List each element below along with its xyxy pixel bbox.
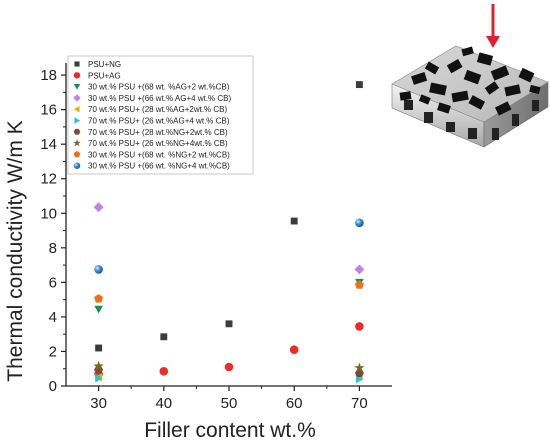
axis-ticks bbox=[61, 74, 360, 391]
legend-marker-psu-ng bbox=[74, 61, 80, 67]
data-point-psu-ag bbox=[224, 362, 234, 372]
heat-flow-arrow-head bbox=[486, 36, 500, 48]
data-point-30-wt-psu-66-wt-ag-4-wt-cb bbox=[354, 264, 365, 275]
legend-label: PSU+AG bbox=[88, 71, 121, 80]
x-tick-label: 70 bbox=[351, 395, 368, 412]
legend-marker-70-wt-psu-28-wt-ng-2wt-cb bbox=[73, 128, 81, 135]
legend-label: 70 wt.% PSU+ (26 wt.%AG+4 wt.% CB) bbox=[88, 117, 230, 126]
data-point-30-wt-psu-68-wt-ng-2-wt-cb bbox=[94, 294, 104, 303]
legend-marker-30-wt-psu-66-wt-ag-4-wt-cb bbox=[73, 94, 81, 102]
data-points bbox=[93, 81, 365, 384]
data-point-30-wt-psu-68-wt-ag-2-wt-cb bbox=[94, 305, 103, 314]
inset-filler-flakes bbox=[399, 46, 541, 140]
legend-box bbox=[67, 55, 254, 175]
legend-label: 30 wt.% PSU +(68 wt. %NG+2 wt.%CB) bbox=[88, 150, 230, 159]
x-tick-label: 40 bbox=[155, 395, 172, 412]
legend-marker-30-wt-psu-66-wt-ng-4-wt-cb bbox=[73, 162, 81, 169]
y-tick-label: 8 bbox=[49, 240, 57, 257]
legend-label: 30 wt.% PSU +(66 wt.% AG+4 wt.% CB) bbox=[88, 94, 232, 103]
legend-marker-30-wt-psu-68-wt-ng-2-wt-cb bbox=[73, 150, 81, 158]
data-point-psu-ag bbox=[289, 345, 299, 355]
x-tick-label: 50 bbox=[221, 395, 238, 412]
x-tick-label: 60 bbox=[286, 395, 303, 412]
legend-label: PSU+NG bbox=[88, 60, 121, 69]
legend-label: 70 wt.% PSU+ (28 wt.%NG+2wt.% CB) bbox=[88, 128, 228, 137]
data-point-psu-ag bbox=[355, 322, 364, 331]
data-point-psu-ng bbox=[290, 217, 298, 225]
y-tick-label: 2 bbox=[49, 343, 57, 360]
y-axis-title: Thermal conductivity W/m K bbox=[4, 120, 27, 381]
legend-marker-30-wt-psu-68-wt-ag-2-wt-cb bbox=[73, 84, 81, 90]
y-tick-label: 18 bbox=[40, 67, 57, 84]
y-tick-label: 4 bbox=[49, 309, 57, 326]
data-point-30-wt-psu-66-wt-ag-4-wt-cb bbox=[93, 202, 104, 213]
y-tick-label: 12 bbox=[40, 171, 57, 188]
data-point-30-wt-psu-66-wt-ng-4-wt-cb bbox=[94, 265, 103, 274]
legend-label: 70 wt.% PSU+ (28 wt.%AG+2wt.% CB) bbox=[88, 105, 227, 114]
y-tick-label: 16 bbox=[40, 102, 57, 119]
data-point-psu-ng bbox=[355, 81, 363, 89]
legend-label: 30 wt.% PSU +(66 wt. %NG+4 wt.%CB) bbox=[88, 162, 230, 171]
y-tick-label: 14 bbox=[40, 136, 57, 153]
data-point-psu-ag bbox=[159, 367, 169, 376]
legend-marker-70-wt-psu-26-wt-ng-4wt-cb bbox=[73, 139, 81, 147]
data-point-70-wt-psu-26-wt-ng-4wt-cb bbox=[93, 360, 104, 371]
legend: PSU+NG PSU+AG 30 wt.% PSU +(68 wt. %AG+2 w… bbox=[67, 55, 254, 175]
legend-label: 30 wt.% PSU +(68 wt. %AG+2 wt.%CB) bbox=[88, 83, 230, 92]
x-axis-title: Filler content wt.% bbox=[144, 419, 316, 442]
data-point-30-wt-psu-66-wt-ng-4-wt-cb bbox=[355, 218, 364, 228]
axis-tick-labels: 30 40 50 60 70 0 2 4 6 8 10 12 14 16 18 bbox=[40, 67, 367, 412]
y-tick-label: 10 bbox=[40, 205, 57, 222]
y-tick-label: 6 bbox=[49, 274, 57, 291]
data-point-psu-ng bbox=[95, 344, 103, 352]
data-point-psu-ng bbox=[225, 320, 233, 328]
legend-marker-70-wt-psu-26-wt-ag-4-wt-cb bbox=[74, 117, 81, 124]
legend-marker-70-wt-psu-28-wt-ag-2wt-cb bbox=[73, 106, 80, 113]
data-point-70-wt-psu-26-wt-ag-4-wt-cb bbox=[95, 373, 103, 383]
data-point-30-wt-psu-68-wt-ng-2-wt-cb bbox=[354, 280, 364, 289]
data-point-psu-ng bbox=[160, 333, 168, 341]
y-tick-label: 0 bbox=[49, 378, 57, 395]
legend-label: 70 wt.% PSU+ (26 wt.%NG+4wt.% CB) bbox=[88, 139, 228, 148]
data-point-70-wt-psu-26-wt-ng-4wt-cb bbox=[354, 362, 365, 373]
composite-inset-illustration bbox=[391, 4, 549, 148]
legend-marker-psu-ag bbox=[73, 72, 81, 79]
x-tick-label: 30 bbox=[90, 395, 107, 412]
